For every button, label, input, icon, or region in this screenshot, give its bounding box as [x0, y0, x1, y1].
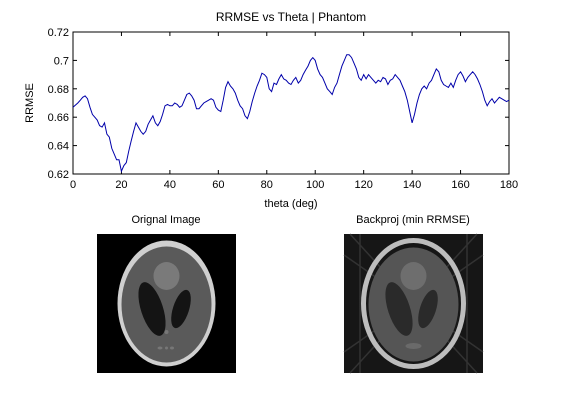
x-tick-label: 180 — [500, 179, 518, 191]
x-tick-label: 40 — [164, 179, 176, 191]
original-image-panel: Orignal Image — [97, 214, 236, 373]
backproj-image-panel: Backproj (min RRMSE) — [343, 214, 484, 374]
x-tick-label: 160 — [451, 179, 469, 191]
x-tick-label: 140 — [403, 179, 421, 191]
x-tick-label: 120 — [354, 179, 372, 191]
y-tick-label: 0.64 — [48, 141, 69, 153]
y-tick-label: 0.62 — [48, 169, 69, 181]
chart-title: RRMSE vs Theta | Phantom — [216, 10, 366, 24]
rrmse-series-line — [72, 54, 510, 173]
y-tick-label: 0.72 — [48, 27, 69, 39]
y-axis: 0.62 0.64 0.66 0.68 0.7 0.72 — [48, 27, 509, 181]
x-tick-label: 60 — [212, 179, 224, 191]
x-axis: 0 20 40 60 80 100 120 140 160 180 — [70, 32, 518, 191]
x-tick-label: 0 — [70, 179, 76, 191]
original-image-title: Orignal Image — [131, 214, 200, 226]
y-axis-label: RRMSE — [24, 83, 36, 123]
plot-area — [72, 31, 510, 175]
x-tick-label: 100 — [306, 179, 324, 191]
x-axis-label: theta (deg) — [264, 198, 317, 210]
backproj-phantom-image — [343, 233, 484, 374]
x-tick-label: 20 — [115, 179, 127, 191]
line-chart: RRMSE vs Theta | Phantom 0 20 40 60 80 100 120… — [24, 10, 518, 210]
backproj-image-title: Backproj (min RRMSE) — [356, 214, 470, 226]
original-phantom-image — [97, 234, 236, 373]
y-tick-label: 0.7 — [54, 55, 69, 67]
y-tick-label: 0.68 — [48, 84, 69, 96]
y-tick-label: 0.66 — [48, 112, 69, 124]
x-tick-label: 80 — [261, 179, 273, 191]
